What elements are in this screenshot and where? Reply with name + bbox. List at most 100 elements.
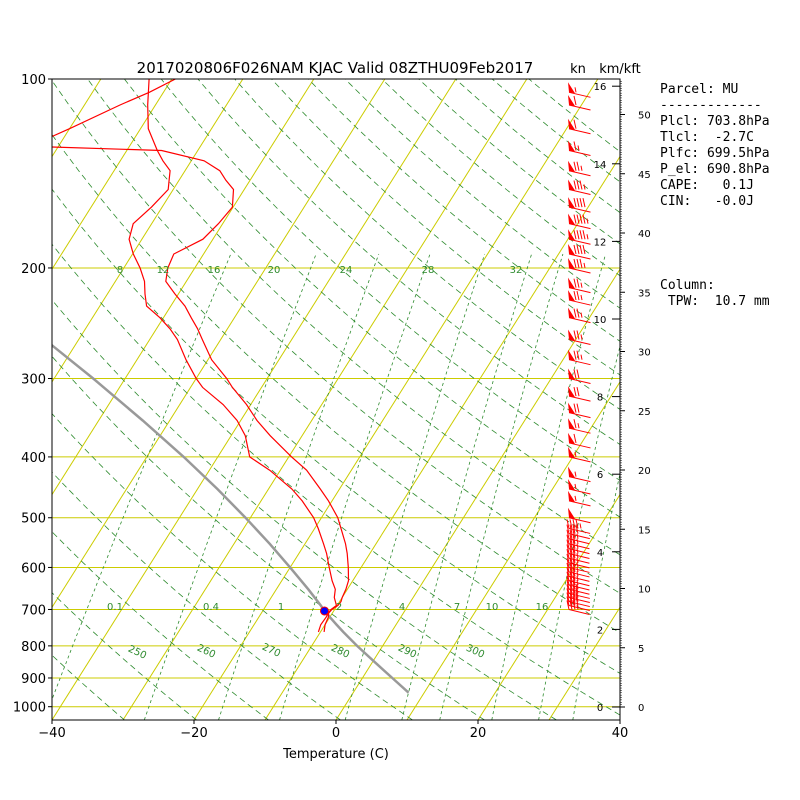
isotherm-line [52,79,173,271]
barb-half [574,495,577,501]
dry-adiabat-line [52,718,53,720]
barb-full [569,567,573,577]
km-tick-label: 12 [594,237,607,248]
barb-full [566,575,570,586]
wind-barb [566,519,591,534]
barb-full [566,580,570,590]
barb-staff [568,238,591,245]
barb-staff [568,584,590,591]
wind-barb [568,307,591,324]
km-tick-label: 16 [594,82,607,93]
pel-value: P_el: 690.8hPa [660,162,770,177]
barb-staff [568,562,590,569]
chart-title: 2017020806F026NAM KJAC Valid 08ZTHU09Feb… [137,59,534,77]
barb-full [573,95,577,106]
barb-full [579,198,583,208]
kft-tick-label: 20 [638,466,651,477]
barb-full [566,596,570,606]
isotherm-line [122,79,528,720]
barb-staff [568,104,591,111]
barb-full [576,308,580,318]
barb-staff [568,571,590,578]
kmkft-label: km/kft [599,62,641,77]
barb-full [566,562,570,573]
barb-full [579,214,583,224]
temperature-line [52,79,350,632]
wind-barb [568,257,591,274]
barb-half [583,262,586,269]
barb-full [573,419,577,429]
isotherm-line [52,79,315,496]
barb-staff [568,267,591,274]
kn-label: kn [570,62,586,77]
barb-half [580,282,583,288]
barb-staff [568,527,591,534]
barb-full [572,600,576,610]
wind-barb [568,140,591,157]
wind-barb [568,418,591,434]
kft-tick-label: 45 [638,170,651,181]
wind-barb [568,82,591,98]
barb-full [573,244,577,255]
barb-flag [568,402,575,414]
barb-full [573,386,577,397]
barb-staff [568,488,591,495]
barb-full [573,141,577,151]
barb-flag [568,229,575,241]
barb-flag [568,446,575,458]
barb-full [572,549,576,559]
barb-full [573,403,577,413]
tlcl-value: Tlcl: -2.7C [660,130,754,145]
parcel-info: Parcel: MU ------------- Plcl: 703.8hPa Tlc… [660,82,770,210]
barb-flag [568,213,575,225]
dry-adiabat-line [52,654,125,720]
barb-staff [568,566,590,573]
barb-full [576,330,580,340]
barb-half [580,312,583,318]
cin-value: CIN: -0.0J [660,194,754,209]
barb-full [569,519,573,529]
mixing-ratio-line [52,253,232,701]
isotherm-line [335,268,620,720]
x-axis-label: Temperature (C) [282,747,389,762]
barb-full [575,524,579,534]
barb-staff [568,543,590,550]
barb-full [573,214,577,224]
isotherm-line [477,493,620,720]
dry-adiabat-line [124,79,620,518]
isotherm-line [52,79,102,158]
barb-full [576,403,580,413]
temperature-tick-label: 0 [332,726,340,741]
barb-staff [568,287,591,294]
barb-staff [568,580,590,587]
kft-tick-label: 15 [638,525,651,536]
barb-staff [568,605,590,612]
barb-full [572,534,576,544]
barb-staff [568,206,591,213]
pressure-tick-label: 800 [21,640,46,655]
mixing-ratio-label: 16 [536,602,549,613]
barb-full [576,161,580,171]
kft-tick-label: 40 [638,229,651,240]
dry-adiabat-line [52,134,620,634]
wind-barb [568,446,591,463]
barb-half [577,423,580,429]
mixing-ratio-line [572,471,620,720]
barb-full [573,330,577,340]
pressure-tick-label: 1000 [13,701,46,716]
barb-full [575,584,579,594]
kft-tick-label: 5 [638,644,644,655]
temperature-tick-label: −40 [38,726,65,741]
dry-adiabat-label: 270 [260,642,282,660]
isotherm-line [548,606,620,720]
barb-flag [568,277,575,289]
barb-staff [568,128,591,135]
barb-full [576,290,580,301]
barb-full [579,258,583,269]
barb-half [580,334,583,340]
barb-half [580,294,583,301]
dry-adiabat-line [52,531,269,720]
barb-flag [568,479,575,491]
barb-flag [568,307,575,319]
wind-barb [568,290,591,306]
